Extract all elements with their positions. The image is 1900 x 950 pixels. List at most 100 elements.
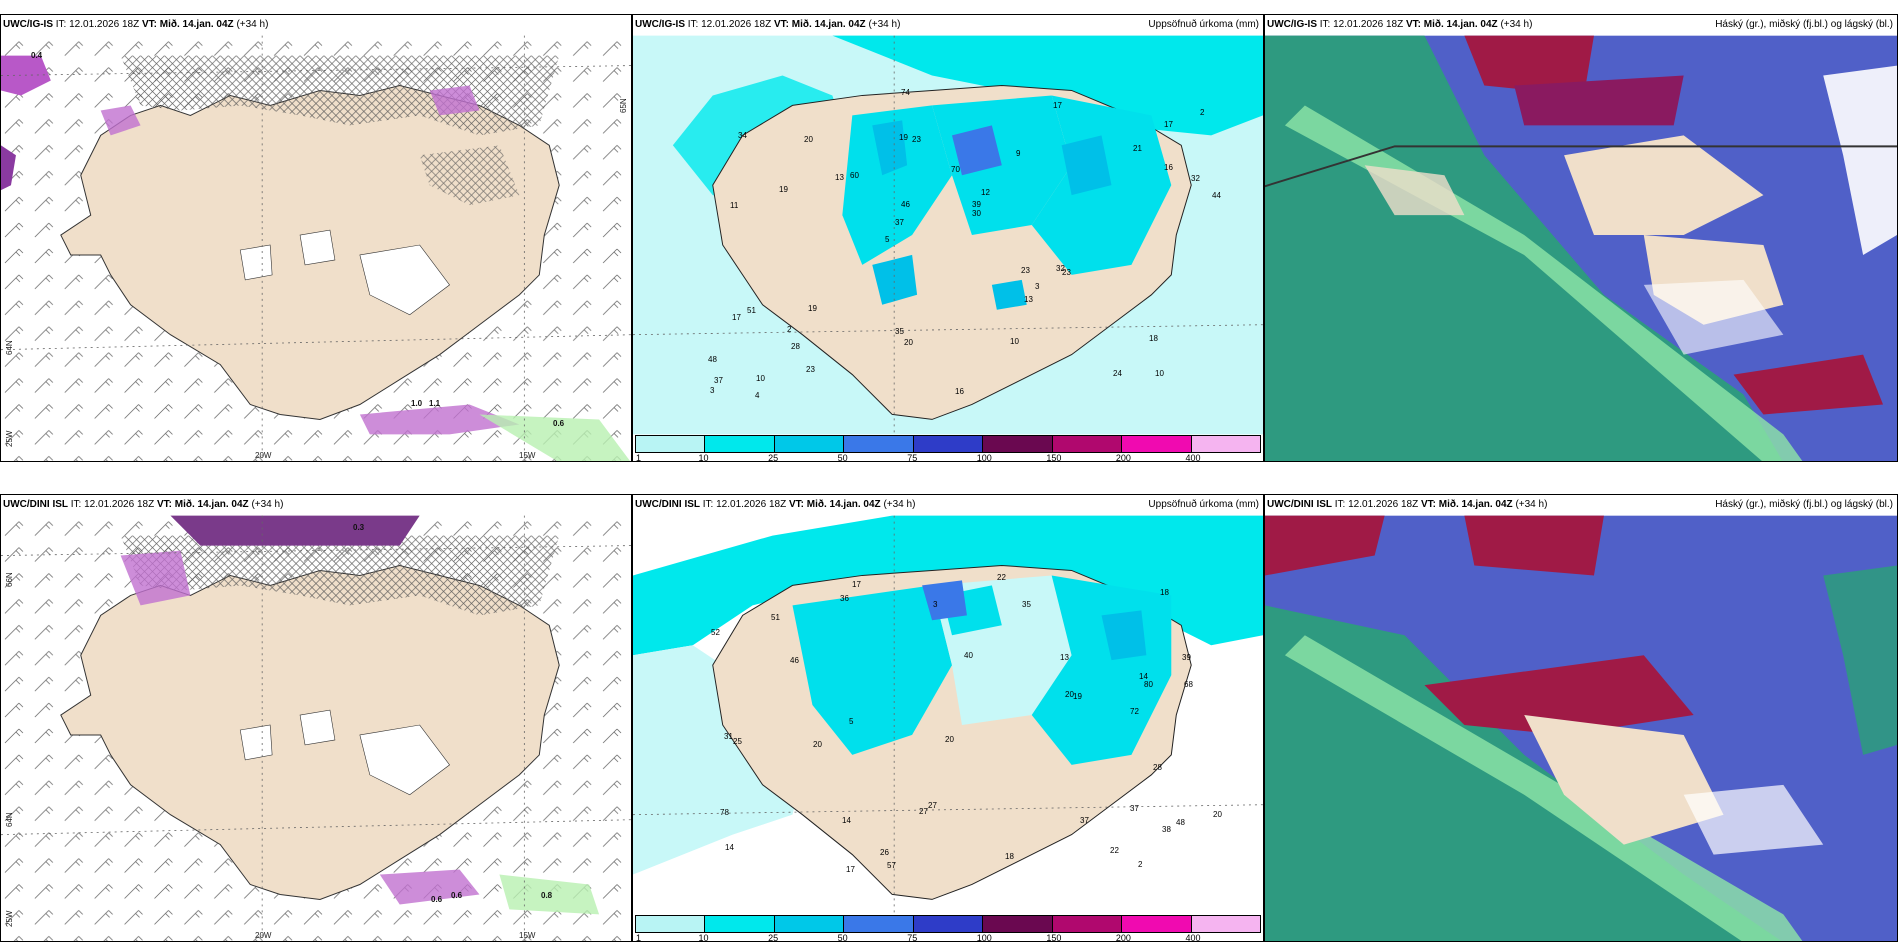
panel-top-right: UWC/IG-IS IT: 12.01.2026 18Z VT: Mið. 14… [1264,14,1898,462]
panel-bottom-left: UWC/DINI ISL IT: 12.01.2026 18Z VT: Mið.… [0,494,632,942]
lon-label: 15W [519,931,536,940]
precip-value: 44 [1212,191,1221,200]
precip-value: 13 [1060,653,1069,662]
precip-value: 3 [933,600,938,609]
precip-value: 32 [1191,174,1200,183]
precip-value: 48 [1176,818,1185,827]
lat-label: 25W [5,430,14,447]
colorbar-swatch [1052,436,1123,452]
precip-value: 17 [732,313,741,322]
panel-top-middle: UWC/IG-IS IT: 12.01.2026 18Z VT: Mið. 14… [632,14,1264,462]
precip-value: 5 [885,235,890,244]
precip-value: 37 [714,376,723,385]
precip-value: 70 [951,165,960,174]
precip-value: 20 [813,740,822,749]
precip-value: 72 [1130,707,1139,716]
precip-value: 32 [1056,264,1065,273]
precip-value: 28 [791,342,800,351]
precip-value: 57 [887,861,896,870]
precip-value: 80 [1144,680,1153,689]
colorbar-label: 1 [636,933,642,942]
precip-value: 11 [730,201,739,210]
precip-value: 26 [880,848,889,857]
precip-value: 40 [964,651,973,660]
lon-label: 25W [5,910,14,927]
lat-label: 64N [5,340,14,355]
panel-bottom-middle: UWC/DINI ISL IT: 12.01.2026 18Z VT: Mið.… [632,494,1264,942]
colorbar-label: 1 [636,453,642,462]
precip-value: 18 [1149,334,1158,343]
precip-value: 39 [1182,653,1191,662]
precip-value: 27 [919,807,928,816]
precip-value: 18 [1005,852,1014,861]
precip-value: 13 [1024,295,1033,304]
wind-value: 0.4 [31,51,43,60]
panel-title: UWC/DINI ISL IT: 12.01.2026 18Z VT: Mið.… [3,499,284,510]
precip-value: 52 [711,628,720,637]
precip-value: 23 [1021,266,1030,275]
colorbar-swatch [844,436,914,452]
precip-value: 17 [1164,120,1173,129]
precip-map [633,515,1263,915]
precip-value: 34 [738,131,747,140]
colorbar-swatch [1191,916,1260,932]
precip-value: 14 [725,843,734,852]
precip-value: 23 [806,365,815,374]
wind-value: 0.3 [353,523,365,532]
precip-value: 10 [1155,369,1164,378]
precip-value: 16 [1164,163,1173,172]
colorbar-label: 100 [976,453,992,462]
colorbar-swatch [1122,436,1192,452]
precip-value: 19 [808,304,817,313]
precip-value: 20 [804,135,813,144]
precip-value: 14 [842,816,851,825]
colorbar-swatch [913,436,984,452]
precip-value: 20 [904,338,913,347]
colorbar-swatch [1191,436,1260,452]
colorbar-label: 200 [1115,933,1131,942]
colorbar-swatch [636,916,706,932]
panel-title: UWC/IG-IS IT: 12.01.2026 18Z VT: Mið. 14… [635,19,901,30]
precip-value: 21 [1133,144,1142,153]
precip-value: 19 [899,133,908,142]
colorbar-swatch [636,436,706,452]
colorbar-swatch [983,916,1053,932]
precip-value: 23 [912,135,921,144]
precip-value: 35 [895,327,904,336]
precip-value: 17 [1053,101,1062,110]
precip-value: 20 [1213,810,1222,819]
precip-value: 74 [901,88,910,97]
colorbar-swatch [1122,916,1192,932]
precip-value: 12 [981,188,990,197]
colorbar-swatch [774,916,845,932]
panel-subtitle: Uppsöfnuð úrkoma (mm) [1148,499,1259,510]
precip-value: 39 [972,200,981,209]
precip-value: 16 [955,387,964,396]
colorbar-label: 75 [907,933,918,942]
precip-value: 3 [1035,282,1040,291]
colorbar [635,915,1261,933]
precip-value: 68 [1184,680,1193,689]
panel-title: UWC/IG-IS IT: 12.01.2026 18Z VT: Mið. 14… [3,19,269,30]
lat-label: 64N [5,812,14,827]
precip-value: 60 [850,171,859,180]
precip-value: 9 [1016,149,1021,158]
precip-value: 5 [849,717,854,726]
colorbar-label: 75 [907,453,918,462]
precip-value: 19 [1073,692,1082,701]
colorbar-label: 100 [976,933,992,942]
precip-value: 2 [787,325,792,334]
precip-value: 31 [724,732,733,741]
precip-value: 28 [1153,763,1162,772]
precip-value: 51 [771,613,780,622]
wind-value: 0.8 [541,891,553,900]
precip-value: 48 [708,355,717,364]
cloud-map [1265,35,1897,461]
colorbar-swatch [705,916,775,932]
colorbar-label: 25 [768,453,779,462]
colorbar-label: 10 [698,933,709,942]
precip-value: 17 [852,580,861,589]
panel-title: UWC/IG-IS IT: 12.01.2026 18Z VT: Mið. 14… [1267,19,1533,30]
precip-value: 19 [779,185,788,194]
precip-value: 13 [835,173,844,182]
